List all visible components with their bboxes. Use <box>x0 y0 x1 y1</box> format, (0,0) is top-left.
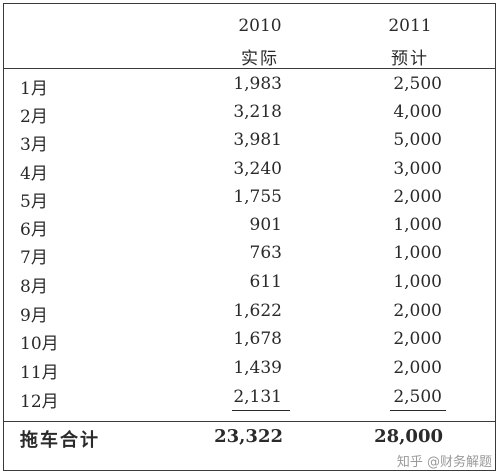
header-actual-label: 实际 <box>241 49 279 69</box>
table-row: 7月 763 1,000 <box>4 243 495 271</box>
row-month: 11月 <box>20 363 59 383</box>
row-actual: 1,755 <box>233 187 282 207</box>
row-forecast: 2,000 <box>393 358 442 378</box>
row-actual: 1,622 <box>233 301 282 321</box>
row-actual: 611 <box>249 272 282 292</box>
row-actual: 763 <box>249 243 282 263</box>
row-forecast: 1,000 <box>393 272 442 292</box>
row-month: 6月 <box>20 220 48 240</box>
header-year-2011: 2011 <box>388 16 432 36</box>
row-actual: 3,981 <box>233 130 282 150</box>
table-row: 9月 1,622 2,000 <box>4 301 495 329</box>
table-row: 8月 611 1,000 <box>4 272 495 300</box>
row-month: 4月 <box>20 164 48 184</box>
header-forecast-label: 预计 <box>391 49 429 69</box>
row-forecast: 1,000 <box>393 243 442 263</box>
total-divider <box>4 421 495 422</box>
table-frame: 2010 实际 2011 预计 1月 1,983 2,500 2月 3,218 … <box>3 3 496 471</box>
table-row: 2月 3,218 4,000 <box>4 102 495 130</box>
header-year-2010: 2010 <box>238 16 282 36</box>
row-forecast: 2,000 <box>393 301 442 321</box>
table-row: 12月 2,131 2,500 <box>4 387 495 415</box>
row-forecast: 4,000 <box>393 102 442 122</box>
watermark-text: 知乎 @财务解题 <box>396 455 492 470</box>
table-row: 6月 901 1,000 <box>4 215 495 243</box>
header-divider <box>4 68 495 69</box>
row-forecast: 2,000 <box>393 329 442 349</box>
row-month: 1月 <box>20 79 48 99</box>
row-actual: 1,983 <box>233 74 282 94</box>
table-row: 1月 1,983 2,500 <box>4 74 495 102</box>
row-month: 8月 <box>20 277 48 297</box>
row-actual: 3,240 <box>233 159 282 179</box>
subtotal-underline-actual <box>232 410 290 411</box>
row-forecast: 2,500 <box>393 387 442 407</box>
table-row: 4月 3,240 3,000 <box>4 159 495 187</box>
row-actual: 1,678 <box>233 329 282 349</box>
row-actual: 1,439 <box>233 358 282 378</box>
total-forecast: 28,000 <box>374 426 443 447</box>
total-actual: 23,322 <box>214 426 283 447</box>
row-actual: 2,131 <box>233 387 282 407</box>
subtotal-underline-forecast <box>390 410 446 411</box>
row-month: 7月 <box>20 248 48 268</box>
row-forecast: 3,000 <box>393 159 442 179</box>
row-actual: 3,218 <box>233 102 282 122</box>
row-actual: 901 <box>249 215 282 235</box>
row-month: 3月 <box>20 135 48 155</box>
table-row: 3月 3,981 5,000 <box>4 130 495 158</box>
row-forecast: 2,000 <box>393 187 442 207</box>
row-forecast: 1,000 <box>393 215 442 235</box>
total-label: 拖车合计 <box>20 430 100 451</box>
row-month: 2月 <box>20 107 48 127</box>
table-row: 10月 1,678 2,000 <box>4 329 495 357</box>
table-row: 11月 1,439 2,000 <box>4 358 495 386</box>
row-month: 9月 <box>20 306 48 326</box>
row-month: 12月 <box>20 392 59 412</box>
row-forecast: 2,500 <box>393 74 442 94</box>
row-forecast: 5,000 <box>393 130 442 150</box>
row-month: 5月 <box>20 192 48 212</box>
row-month: 10月 <box>20 334 59 354</box>
table-row: 5月 1,755 2,000 <box>4 187 495 215</box>
